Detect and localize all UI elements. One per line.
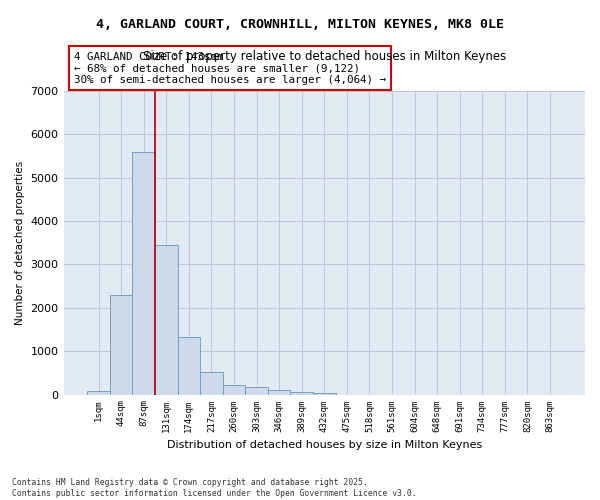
Bar: [313, 393, 335, 394]
Bar: [155, 245, 178, 394]
Text: 4, GARLAND COURT, CROWNHILL, MILTON KEYNES, MK8 0LE: 4, GARLAND COURT, CROWNHILL, MILTON KEYN…: [96, 18, 504, 30]
Bar: [110, 295, 133, 394]
Y-axis label: Number of detached properties: Number of detached properties: [15, 160, 25, 325]
Title: Size of property relative to detached houses in Milton Keynes: Size of property relative to detached ho…: [143, 50, 506, 64]
Bar: [133, 152, 155, 394]
Bar: [245, 387, 268, 394]
Bar: [290, 392, 313, 394]
Bar: [178, 338, 200, 394]
Text: 4 GARLAND COURT: 143sqm
← 68% of detached houses are smaller (9,122)
30% of semi: 4 GARLAND COURT: 143sqm ← 68% of detache…: [74, 52, 386, 85]
Text: Contains HM Land Registry data © Crown copyright and database right 2025.
Contai: Contains HM Land Registry data © Crown c…: [12, 478, 416, 498]
X-axis label: Distribution of detached houses by size in Milton Keynes: Distribution of detached houses by size …: [167, 440, 482, 450]
Bar: [87, 392, 110, 394]
Bar: [268, 390, 290, 394]
Bar: [200, 372, 223, 394]
Bar: [223, 386, 245, 394]
